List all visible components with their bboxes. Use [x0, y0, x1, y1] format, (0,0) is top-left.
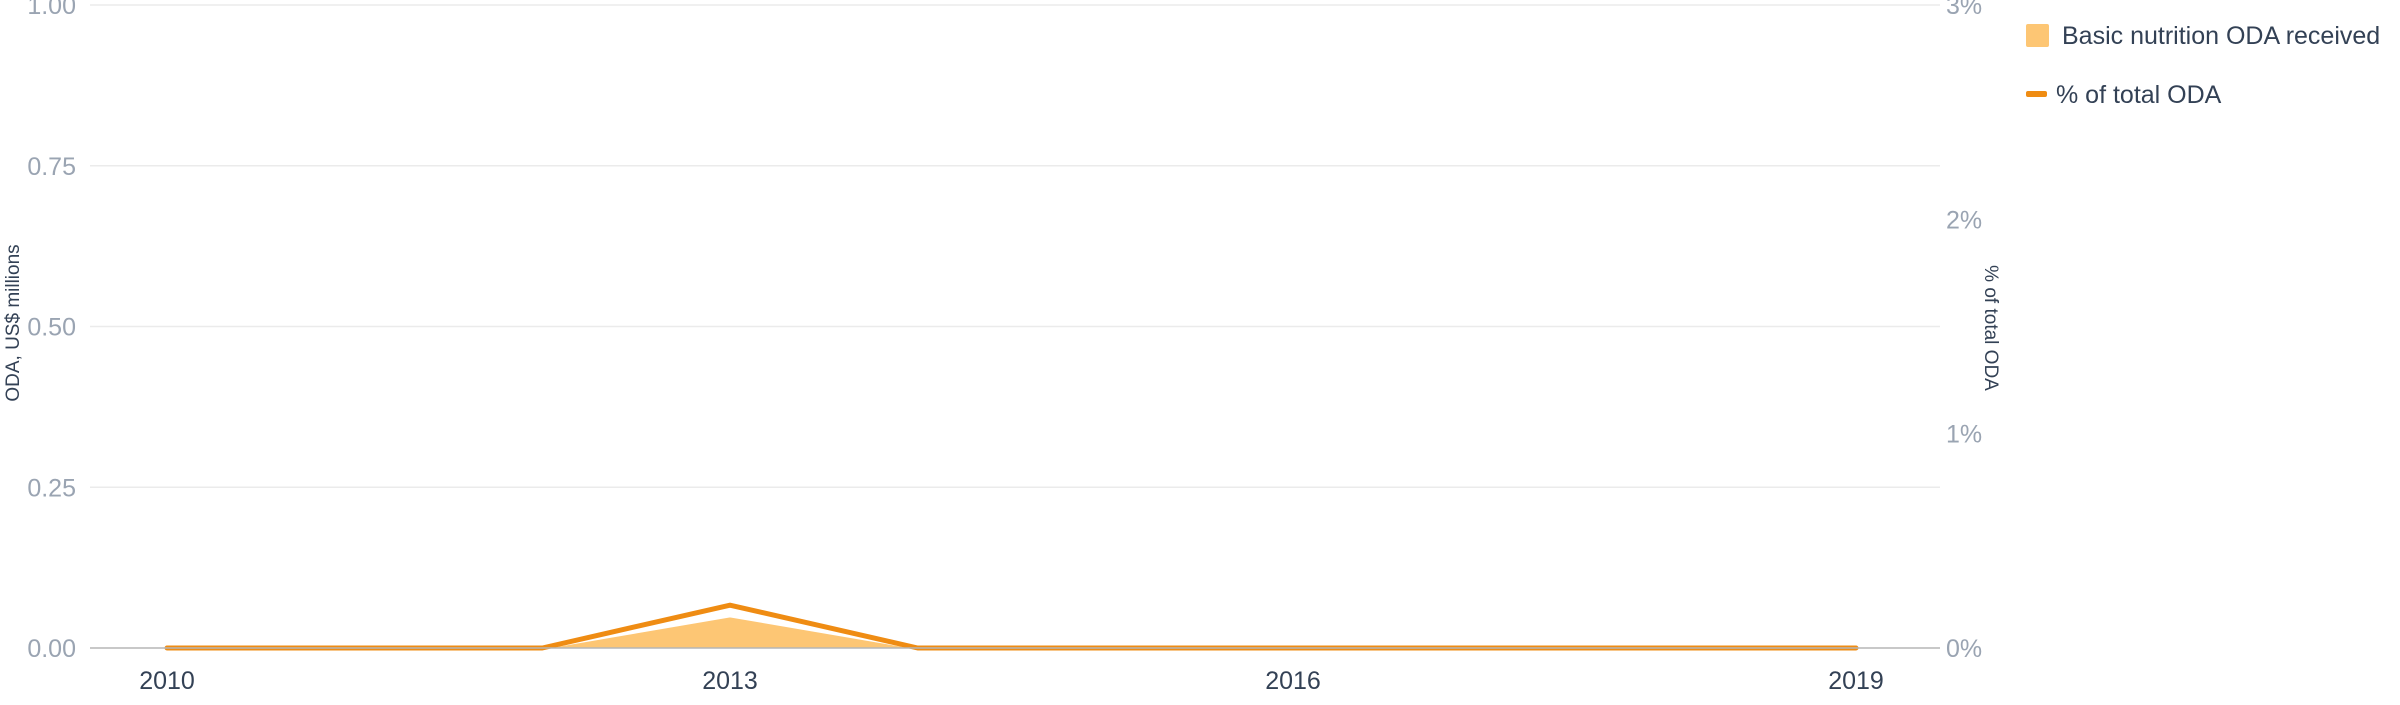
y-right-tick-label: 2% — [1946, 206, 1982, 234]
legend-swatch-area — [2026, 24, 2049, 47]
y-right-tick-label: 3% — [1946, 0, 1982, 20]
x-tick-label: 2010 — [139, 667, 195, 695]
grid-layer — [90, 4, 1940, 488]
y-left-tick-label: 1.00 — [27, 0, 76, 20]
legend-item-area[interactable]: Basic nutrition ODA received — [2026, 22, 2380, 50]
x-tick-label: 2013 — [702, 667, 758, 695]
legend-label-area: Basic nutrition ODA received — [2062, 22, 2380, 50]
y-left-tick-label: 0.25 — [27, 474, 76, 502]
x-tick-label: 2019 — [1828, 667, 1884, 695]
y-left-tick-label: 0.75 — [27, 153, 76, 181]
legend-item-line[interactable]: % of total ODA — [2026, 81, 2222, 109]
legend-label-line: % of total ODA — [2056, 81, 2222, 109]
series-layer — [164, 602, 1859, 651]
series-line-pct-total-oda — [164, 602, 1859, 651]
series-area-edge — [167, 614, 1856, 650]
y-left-axis-title: ODA, US$ millions — [3, 244, 24, 401]
y-left-tick-label: 0.50 — [27, 314, 76, 342]
legend-swatch-line — [2026, 91, 2047, 97]
y-right-axis-title: % of total ODA — [1980, 265, 2001, 391]
series-area-basic-nutrition — [167, 615, 1856, 648]
y-left-tick-label: 0.00 — [27, 635, 76, 663]
axes-layer: 0.00 0.25 0.50 0.75 1.00 0% 1% 2% 3% 2010 2013 2016… — [27, 0, 1982, 695]
legend: Basic nutrition ODA received % of total … — [2026, 22, 2380, 109]
x-tick-label: 2016 — [1265, 667, 1321, 695]
y-right-tick-label: 0% — [1946, 635, 1982, 663]
y-right-tick-label: 1% — [1946, 421, 1982, 449]
